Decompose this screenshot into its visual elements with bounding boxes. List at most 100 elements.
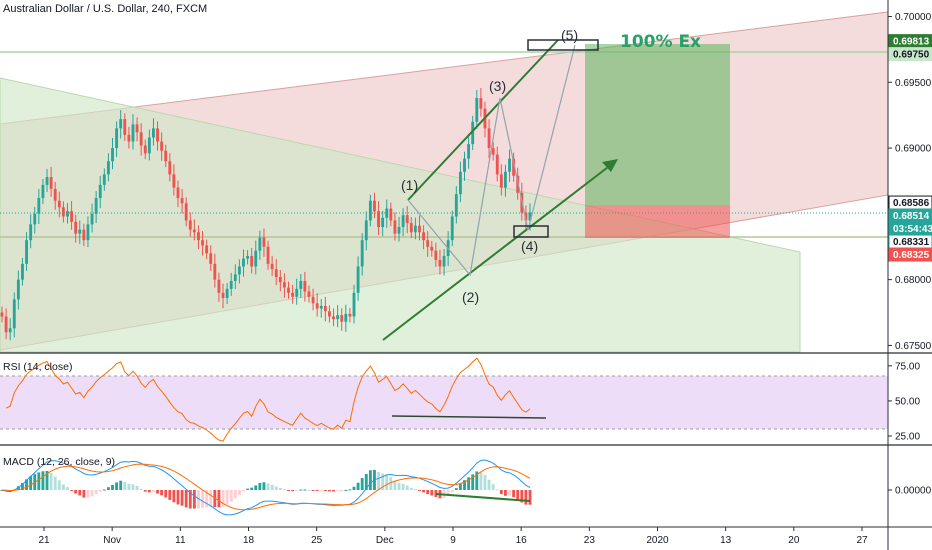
macd-bar [364, 473, 368, 490]
candle-body [512, 158, 516, 176]
macd-bar [25, 479, 28, 490]
macd-bar [336, 490, 340, 491]
candle [323, 296, 327, 322]
candle [336, 305, 340, 328]
candle [438, 249, 442, 275]
candle [508, 149, 511, 182]
macd-bar [49, 473, 53, 490]
macd-bar [512, 490, 516, 498]
candle [270, 255, 274, 277]
descending-triangle [0, 77, 801, 353]
candle [188, 212, 192, 237]
candle [254, 240, 258, 275]
macd-bar [70, 490, 74, 491]
candle [8, 318, 12, 341]
candle [344, 304, 348, 332]
macd-bar [156, 490, 159, 494]
candle [57, 191, 61, 218]
macd-bar [86, 490, 90, 498]
candle-body [135, 124, 139, 133]
price-tag-label: 0.68586 [893, 198, 930, 209]
candle-body [450, 216, 454, 241]
macd-bar [377, 472, 380, 490]
candle-body [495, 154, 499, 175]
candle-body [131, 124, 135, 142]
macd-axis[interactable]: 0.00000 [888, 486, 932, 497]
candle-body [303, 280, 307, 292]
candle [90, 203, 94, 233]
candle-body [426, 240, 430, 247]
price-axis[interactable]: 0.700000.695000.690000.685000.680000.675… [888, 12, 932, 352]
time-axis[interactable]: 21 Nov 11 18 25 Dec 9 16 23 2020 13 20 27 [38, 527, 868, 546]
candle [184, 197, 188, 227]
candle-body [37, 198, 41, 214]
candle [467, 135, 471, 169]
candle-body [82, 229, 86, 241]
candle-body [94, 198, 98, 214]
candle [463, 151, 466, 181]
macd-bar [184, 490, 188, 508]
macd-bar [102, 489, 106, 491]
time-tick-label: 16 [516, 535, 528, 546]
candle [471, 115, 475, 151]
candle-body [66, 211, 69, 217]
macd-tick-label: 0.00000 [895, 486, 932, 497]
candle-body [479, 98, 483, 109]
macd-pane[interactable] [0, 446, 888, 526]
macd-bar [205, 490, 209, 508]
candle [123, 113, 127, 141]
macd-bar [524, 490, 528, 505]
candle [495, 146, 499, 182]
candle [246, 250, 250, 265]
candle [164, 144, 168, 168]
price-tag-label: 0.69813 [893, 37, 930, 48]
candle [356, 256, 360, 301]
rsi-axis[interactable]: 75.00 50.00 25.00 [888, 361, 920, 442]
price-tick-label: 0.70000 [895, 12, 932, 23]
candle [385, 199, 389, 228]
candle-body [278, 277, 282, 283]
candle-body [156, 128, 159, 142]
price-tick-label: 0.69500 [895, 78, 932, 89]
candle-body [458, 171, 462, 195]
macd-bar [340, 490, 344, 491]
candle [401, 208, 405, 237]
macd-bar [258, 482, 262, 490]
candle-body [197, 232, 200, 241]
macd-bar [106, 487, 110, 490]
macd-bar [287, 490, 290, 491]
macd-bar [332, 490, 335, 492]
price-tick-label: 0.68000 [895, 275, 932, 286]
candle [213, 253, 217, 288]
candle [242, 249, 245, 277]
macd-bar [152, 490, 155, 493]
macd-bar [401, 483, 405, 490]
candle [82, 223, 86, 247]
candle-body [74, 221, 78, 234]
candle-body [209, 253, 213, 264]
candle [262, 228, 266, 257]
macd-bar [315, 490, 319, 491]
candle-body [274, 269, 278, 278]
wave-5-label: (5) [561, 27, 578, 43]
macd-bar [520, 490, 524, 503]
price-tag: 0.68514 [888, 208, 932, 223]
macd-bar [29, 476, 33, 490]
candle-body [184, 203, 188, 221]
macd-bar [348, 489, 352, 491]
macd-bar [328, 490, 331, 492]
price-tag: 0.68325 [888, 247, 932, 262]
candle-body [454, 194, 458, 217]
candle [360, 233, 364, 276]
macd-bar [463, 480, 466, 490]
candle [98, 175, 102, 209]
candle [291, 284, 295, 304]
macd-bar [471, 474, 475, 490]
macd-bar [458, 483, 462, 490]
candle-body [180, 198, 184, 204]
candle-body [16, 279, 20, 300]
candle-body [356, 266, 360, 293]
macd-bar [450, 490, 454, 493]
macd-bar [483, 474, 487, 490]
